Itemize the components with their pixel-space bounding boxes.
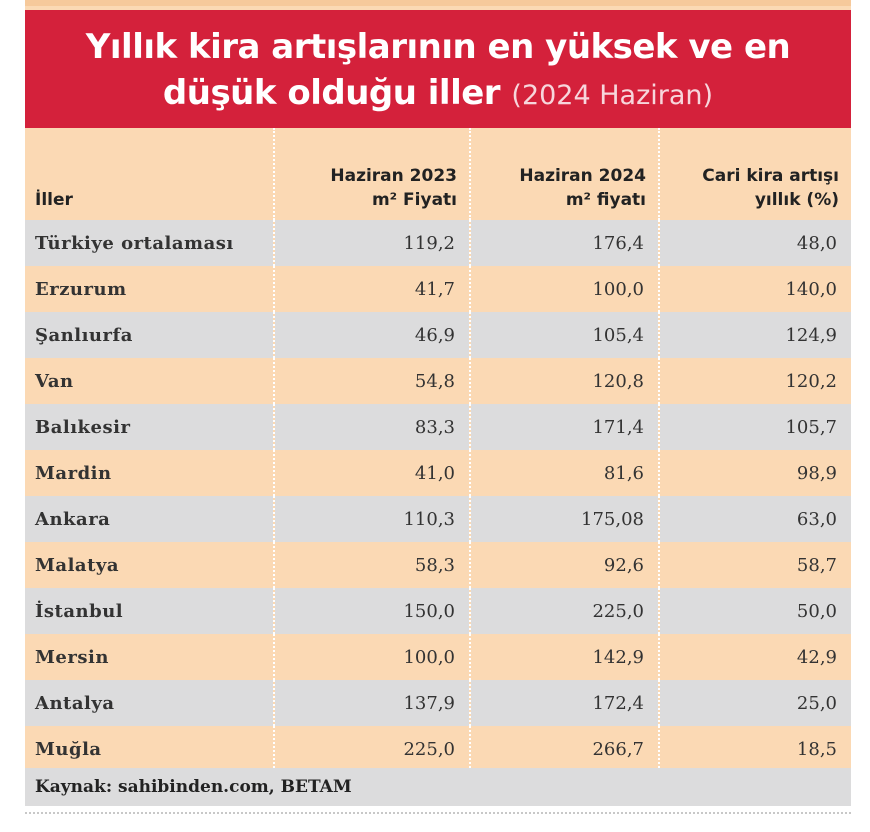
cell-province: Balıkesir: [25, 404, 275, 450]
cell-price-2023: 150,0: [274, 588, 471, 634]
cell-price-2023: 100,0: [274, 634, 471, 680]
cell-province: Muğla: [25, 726, 275, 772]
cell-price-2023: 137,9: [274, 680, 471, 726]
table-row: İstanbul 150,0 225,0 50,0: [25, 588, 851, 634]
cell-price-2024: 100,0: [470, 266, 660, 312]
table-row: Mardin 41,0 81,6 98,9: [25, 450, 851, 496]
cell-annual-increase: 120,2: [659, 358, 851, 404]
cell-annual-increase: 42,9: [659, 634, 851, 680]
cell-annual-increase: 124,9: [659, 312, 851, 358]
top-strip: [25, 0, 851, 6]
cell-price-2024: 176,4: [470, 220, 660, 266]
cell-province: Antalya: [25, 680, 275, 726]
cell-price-2024: 105,4: [470, 312, 660, 358]
cell-price-2024: 81,6: [470, 450, 660, 496]
table-row: Balıkesir 83,3 171,4 105,7: [25, 404, 851, 450]
cell-province: Şanlıurfa: [25, 312, 275, 358]
cell-annual-increase: 58,7: [659, 542, 851, 588]
table-row: Şanlıurfa 46,9 105,4 124,9: [25, 312, 851, 358]
cell-price-2023: 41,7: [274, 266, 471, 312]
cell-price-2024: 171,4: [470, 404, 660, 450]
table-row: Erzurum 41,7 100,0 140,0: [25, 266, 851, 312]
table-row: Mersin 100,0 142,9 42,9: [25, 634, 851, 680]
cell-price-2023: 83,3: [274, 404, 471, 450]
cell-price-2023: 225,0: [274, 726, 471, 772]
table-subtitle: (2024 Haziran): [511, 80, 714, 111]
cell-annual-increase: 50,0: [659, 588, 851, 634]
cell-annual-increase: 25,0: [659, 680, 851, 726]
cell-price-2023: 46,9: [274, 312, 471, 358]
cell-province: Erzurum: [25, 266, 275, 312]
cell-province: Ankara: [25, 496, 275, 542]
cell-annual-increase: 63,0: [659, 496, 851, 542]
header-price-2024: Haziran 2024 m² fiyatı: [470, 128, 660, 220]
cell-province: İstanbul: [25, 588, 275, 634]
cell-annual-increase: 105,7: [659, 404, 851, 450]
table-row: Türkiye ortalaması 119,2 176,4 48,0: [25, 220, 851, 266]
cell-annual-increase: 98,9: [659, 450, 851, 496]
header-price-2023: Haziran 2023 m² Fiyatı: [274, 128, 471, 220]
table-row: Malatya 58,3 92,6 58,7: [25, 542, 851, 588]
cell-province: Malatya: [25, 542, 275, 588]
cell-price-2024: 142,9: [470, 634, 660, 680]
cell-price-2023: 119,2: [274, 220, 471, 266]
cell-price-2024: 225,0: [470, 588, 660, 634]
cell-annual-increase: 18,5: [659, 726, 851, 772]
cell-annual-increase: 140,0: [659, 266, 851, 312]
table-title: Yıllık kira artışlarının en yüksek ve en…: [85, 27, 791, 113]
cell-price-2024: 172,4: [470, 680, 660, 726]
cell-price-2024: 175,08: [470, 496, 660, 542]
table-body: Türkiye ortalaması 119,2 176,4 48,0 Erzurum 4…: [25, 220, 851, 772]
cell-price-2023: 41,0: [274, 450, 471, 496]
table-row: Muğla 225,0 266,7 18,5: [25, 726, 851, 772]
cell-province: Türkiye ortalaması: [25, 220, 275, 266]
header-annual-increase: Cari kira artışı yıllık (%): [659, 128, 851, 220]
cell-price-2024: 92,6: [470, 542, 660, 588]
cell-price-2023: 110,3: [274, 496, 471, 542]
cell-price-2024: 120,8: [470, 358, 660, 404]
table-row: Antalya 137,9 172,4 25,0: [25, 680, 851, 726]
cell-province: Van: [25, 358, 275, 404]
table-row: Ankara 110,3 175,08 63,0: [25, 496, 851, 542]
cell-annual-increase: 48,0: [659, 220, 851, 266]
title-band: Yıllık kira artışlarının en yüksek ve en…: [25, 10, 851, 128]
header-province: İller: [25, 128, 275, 220]
cell-province: Mersin: [25, 634, 275, 680]
cell-price-2023: 54,8: [274, 358, 471, 404]
rent-table: İller Haziran 2023 m² Fiyatı Haziran 202…: [25, 128, 851, 772]
bottom-divider: [25, 812, 851, 814]
cell-price-2024: 266,7: [470, 726, 660, 772]
source-note: Kaynak: sahibinden.com, BETAM: [25, 768, 851, 806]
cell-price-2023: 58,3: [274, 542, 471, 588]
cell-province: Mardin: [25, 450, 275, 496]
header-row: İller Haziran 2023 m² Fiyatı Haziran 202…: [25, 128, 851, 220]
table-row: Van 54,8 120,8 120,2: [25, 358, 851, 404]
